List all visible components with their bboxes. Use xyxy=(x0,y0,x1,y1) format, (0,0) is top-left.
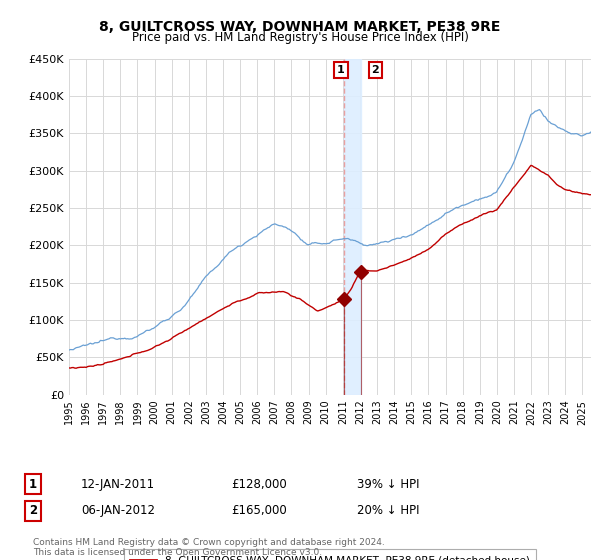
Text: 1: 1 xyxy=(337,65,345,75)
Bar xyxy=(344,59,361,395)
Text: 39% ↓ HPI: 39% ↓ HPI xyxy=(357,478,419,491)
Text: 20% ↓ HPI: 20% ↓ HPI xyxy=(357,504,419,517)
Text: Contains HM Land Registry data © Crown copyright and database right 2024.
This d: Contains HM Land Registry data © Crown c… xyxy=(33,538,385,557)
Text: 2: 2 xyxy=(371,65,379,75)
Text: £165,000: £165,000 xyxy=(231,504,287,517)
Text: 2: 2 xyxy=(29,504,37,517)
Text: Price paid vs. HM Land Registry's House Price Index (HPI): Price paid vs. HM Land Registry's House … xyxy=(131,31,469,44)
Text: 06-JAN-2012: 06-JAN-2012 xyxy=(81,504,155,517)
Text: £128,000: £128,000 xyxy=(231,478,287,491)
Legend: 8, GUILTCROSS WAY, DOWNHAM MARKET, PE38 9RE (detached house), HPI: Average price: 8, GUILTCROSS WAY, DOWNHAM MARKET, PE38 … xyxy=(124,549,536,560)
Text: 8, GUILTCROSS WAY, DOWNHAM MARKET, PE38 9RE: 8, GUILTCROSS WAY, DOWNHAM MARKET, PE38 … xyxy=(100,20,500,34)
Text: 1: 1 xyxy=(29,478,37,491)
Text: 12-JAN-2011: 12-JAN-2011 xyxy=(81,478,155,491)
